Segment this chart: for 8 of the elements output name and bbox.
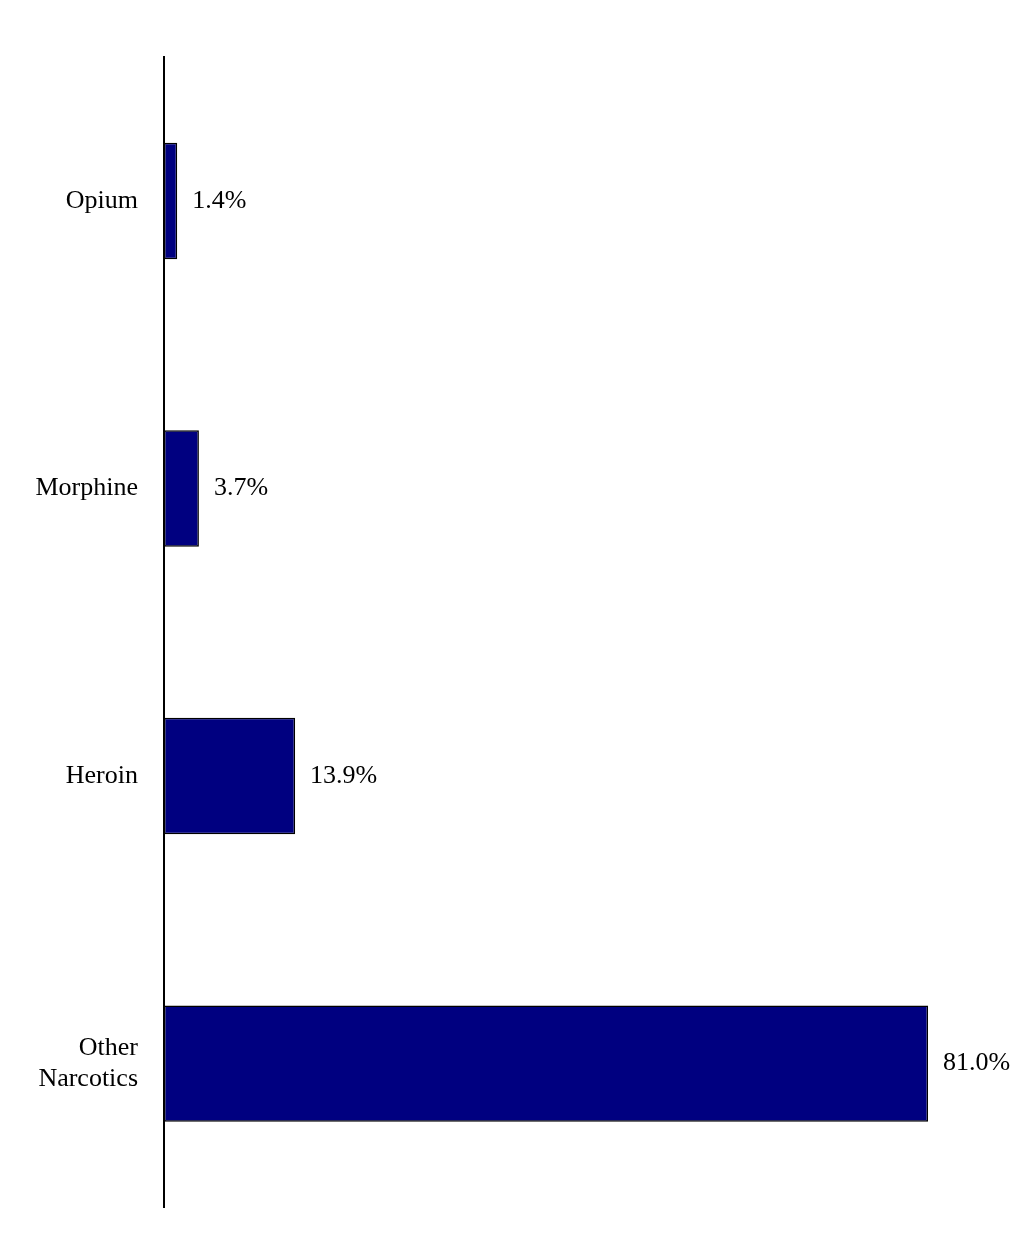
- data-label: 81.0%: [943, 1047, 1011, 1077]
- data-label: 13.9%: [310, 759, 378, 789]
- y-tick-label: Heroin: [65, 759, 138, 789]
- data-label: 1.4%: [192, 184, 247, 214]
- y-tick-label: Other Narcotics: [38, 1031, 139, 1093]
- y-tick-label: Morphine: [35, 472, 138, 502]
- data-label: 3.7%: [213, 472, 269, 502]
- y-tick-label: Opium: [65, 184, 138, 214]
